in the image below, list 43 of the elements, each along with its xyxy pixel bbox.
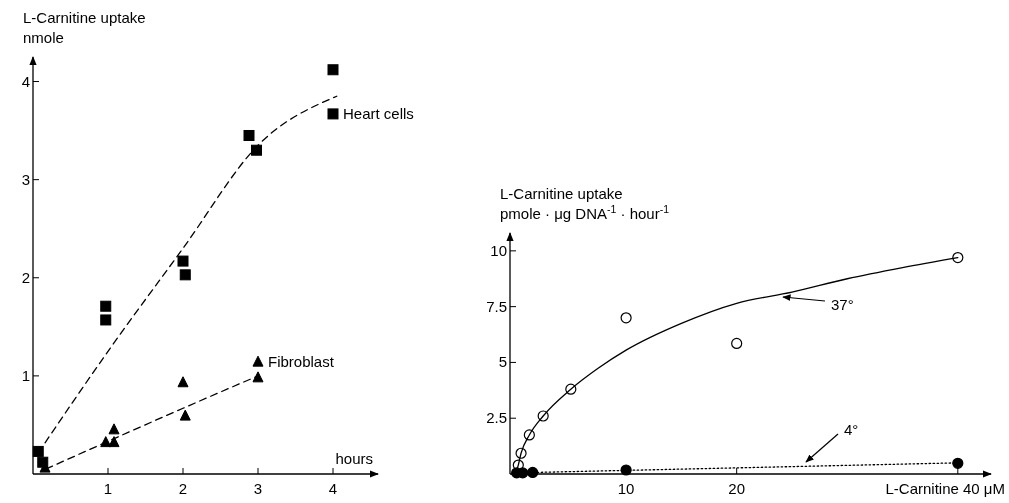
x-tick-label: 3	[253, 480, 263, 497]
x-tick-label: 4	[328, 480, 338, 497]
x-tick-label: 20	[728, 480, 746, 497]
y-tick-label: 1	[21, 366, 30, 384]
point	[108, 423, 120, 435]
y-tick-label: 2	[21, 268, 30, 286]
series-label: Fibroblast	[268, 353, 335, 371]
point	[252, 355, 264, 367]
point	[179, 409, 191, 421]
point	[243, 129, 255, 141]
point	[327, 108, 339, 120]
y-axis-title: L-Carnitine uptake pmole · μg DNA$^{-1}$ · hour$^{-1}$	[500, 185, 670, 222]
point	[179, 269, 191, 281]
y-tick-label: 3	[21, 170, 30, 188]
x-tick-label: 1	[103, 480, 113, 497]
series-label: Heart cells	[343, 104, 414, 122]
point	[32, 445, 44, 457]
point	[251, 144, 262, 156]
point	[108, 436, 120, 448]
y-tick-label: 5	[498, 353, 507, 371]
point	[952, 457, 964, 469]
point	[952, 251, 964, 264]
y-tick-label: 7.5	[486, 297, 507, 315]
point	[527, 466, 539, 479]
y-tick-label: 2.5	[486, 409, 507, 427]
point	[100, 314, 112, 326]
annotation: 37°	[831, 296, 854, 313]
x-tick-label: 2	[178, 480, 188, 497]
point	[327, 64, 339, 76]
point	[620, 464, 632, 476]
y-axis-title: L-Carnitine uptake nmole	[23, 9, 146, 46]
point	[177, 255, 189, 267]
annotation: 4°	[844, 421, 859, 438]
point	[252, 371, 264, 383]
y-tick-label: 10	[490, 241, 507, 259]
point	[620, 312, 632, 324]
point	[177, 376, 189, 388]
y-tick-label: 4	[21, 72, 30, 90]
x-axis-title: L-Carnitine 40 μM	[885, 480, 1005, 497]
point	[100, 300, 112, 312]
x-tick-label: 10	[617, 480, 635, 497]
point	[731, 337, 743, 350]
x-axis-title: hours	[335, 450, 373, 467]
